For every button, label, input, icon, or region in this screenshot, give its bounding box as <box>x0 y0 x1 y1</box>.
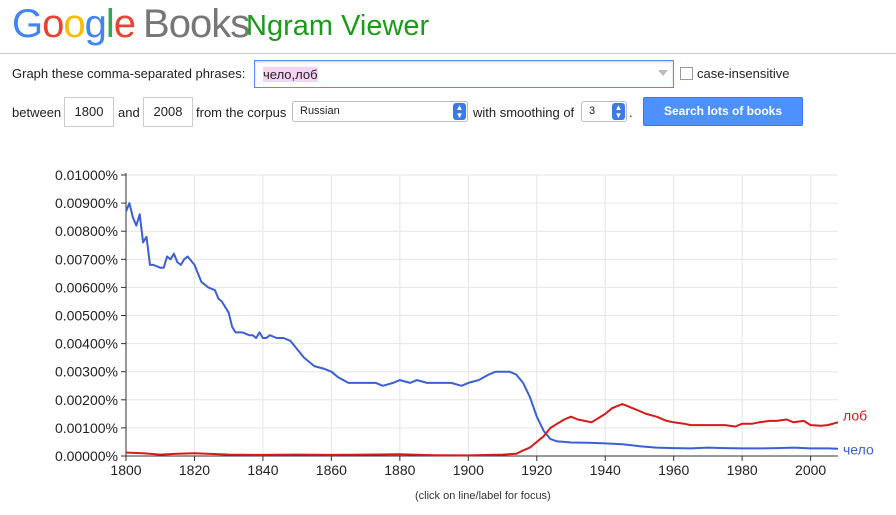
series-label-lob[interactable]: лоб <box>843 407 867 423</box>
page-title: Ngram Viewer <box>246 10 430 42</box>
y-tick-label: 0.00800% <box>55 223 118 239</box>
logo-letter: o <box>63 2 85 46</box>
x-tick-label: 1800 <box>110 462 141 478</box>
x-tick-label: 1960 <box>658 462 689 478</box>
smoothing-select-value: 3 <box>589 105 596 117</box>
phrases-input-value: чело,лоб <box>263 67 318 82</box>
x-tick-label: 1900 <box>453 462 484 478</box>
y-tick-label: 0.00600% <box>55 279 118 295</box>
between-label: between <box>12 105 62 120</box>
phrases-input[interactable]: чело,лоб <box>254 60 674 88</box>
y-tick-label: 0.00500% <box>55 308 118 324</box>
series-line-lob[interactable] <box>125 403 839 457</box>
y-tick-label: 0.00200% <box>55 392 118 408</box>
x-tick-label: 1980 <box>727 462 758 478</box>
select-arrows-icon: ▲ ▼ <box>453 103 466 120</box>
logo-books-text: Books <box>143 2 250 46</box>
smoothing-label: with smoothing of <box>473 105 575 120</box>
corpus-select-value: Russian <box>300 105 340 117</box>
y-tick-label: 0.00000% <box>55 448 118 464</box>
end-year-input[interactable]: 2008 <box>143 97 193 127</box>
logo-letter: o <box>42 2 64 46</box>
smoothing-select[interactable]: 3 ▲ ▼ <box>581 101 627 122</box>
x-tick-label: 1860 <box>316 462 347 478</box>
period-label: . <box>629 105 633 120</box>
x-tick-label: 1840 <box>247 462 278 478</box>
phrases-label: Graph these comma-separated phrases: <box>12 66 246 81</box>
logo-letter: g <box>84 2 107 46</box>
corpus-select[interactable]: Russian ▲ ▼ <box>292 101 468 122</box>
logo-letter: G <box>12 2 43 46</box>
x-tick-label: 1940 <box>590 462 621 478</box>
y-tick-label: 0.00900% <box>55 195 118 211</box>
y-tick-label: 0.00400% <box>55 336 118 352</box>
chart-footnote: (click on line/label for focus) <box>415 490 551 502</box>
and-label: and <box>118 105 140 120</box>
series-line-chelo[interactable] <box>125 202 839 450</box>
select-arrows-icon: ▲ ▼ <box>612 103 625 120</box>
x-tick-label: 2000 <box>795 462 826 478</box>
phrases-dropdown-icon[interactable] <box>658 70 668 76</box>
logo-letter: e <box>113 2 136 46</box>
logo-letter: l <box>105 2 115 46</box>
header-divider <box>0 53 896 54</box>
x-tick-label: 1820 <box>179 462 210 478</box>
y-tick-label: 0.00100% <box>55 420 118 436</box>
case-insensitive-label: case-insensitive <box>697 66 790 81</box>
x-tick-label: 1880 <box>384 462 415 478</box>
series-label-chelo[interactable]: чело <box>843 442 874 458</box>
case-insensitive-checkbox[interactable] <box>680 67 693 80</box>
x-tick-label: 1920 <box>521 462 552 478</box>
corpus-label: from the corpus <box>196 105 287 120</box>
y-tick-label: 0.00300% <box>55 364 118 380</box>
start-year-input[interactable]: 1800 <box>64 97 114 127</box>
search-button[interactable]: Search lots of books <box>643 97 803 126</box>
y-tick-label: 0.01000% <box>55 167 118 183</box>
google-books-logo[interactable]: Google Books <box>12 2 250 47</box>
y-tick-label: 0.00700% <box>55 251 118 267</box>
